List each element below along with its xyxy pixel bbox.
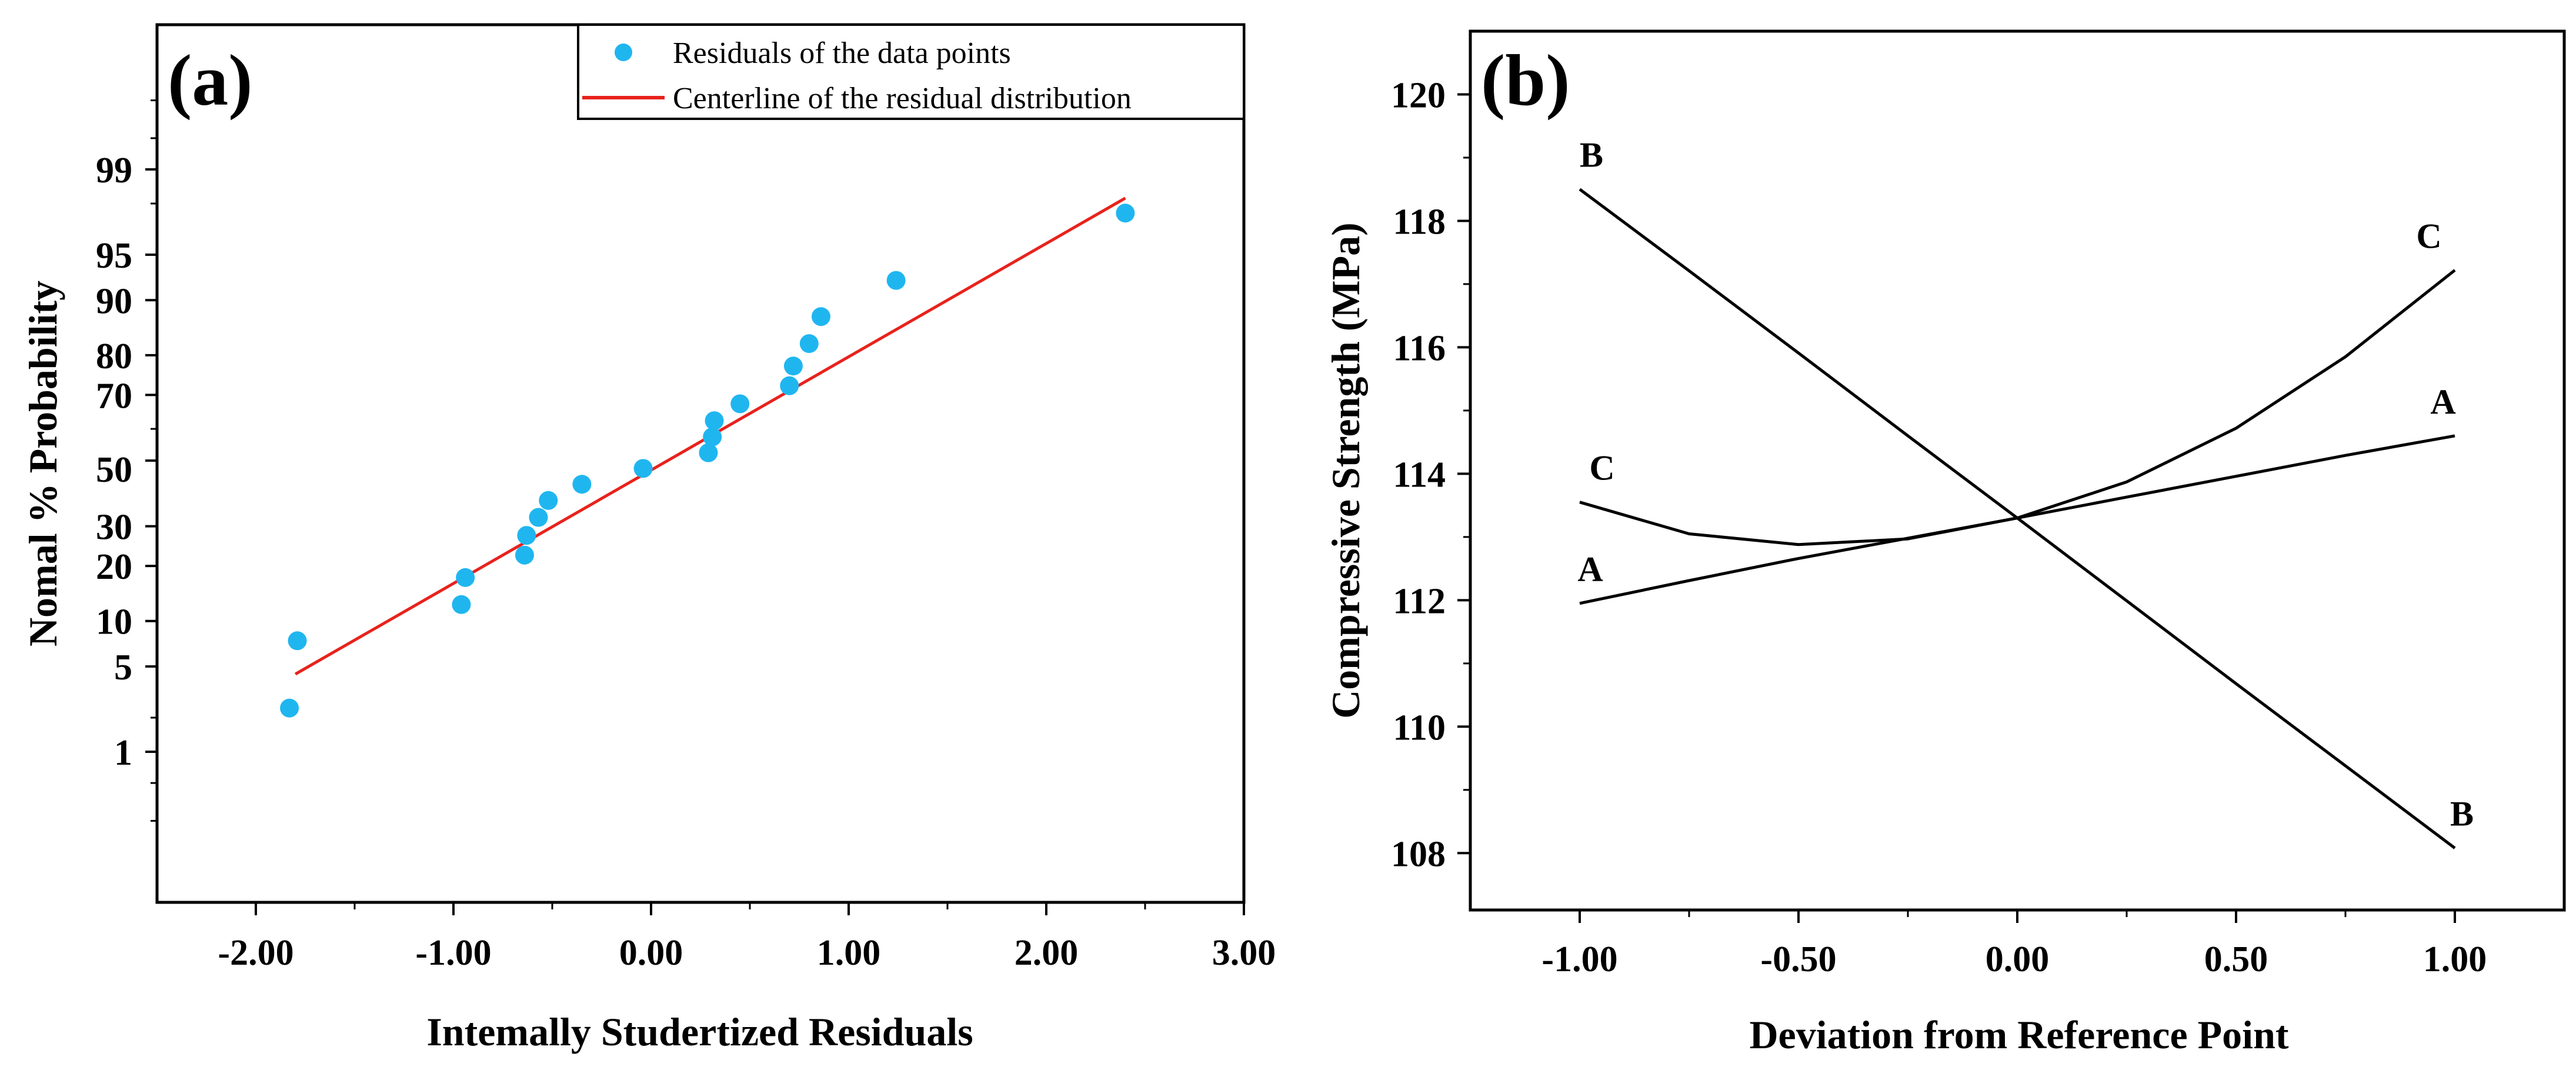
legend-box [577,24,1245,120]
y-tick-label-a: 90 [96,281,132,321]
x-tick-label-a: 0.00 [619,933,683,973]
y-axis-title-a: Nomal % Probability [21,281,65,646]
data-point [705,411,724,431]
panel-label-b: (b) [1481,40,1570,121]
data-point [799,334,819,354]
x-tick-label-a: -1.00 [415,933,491,973]
legend-a: Residuals of the data points Centerline … [577,24,1245,120]
x-tick-label-a: 2.00 [1015,933,1079,973]
series-a [280,196,1135,718]
curve-label-a: A [1577,550,1603,589]
curve-label-a: A [2430,382,2455,421]
curve-labels-b: B B C C A A [1577,136,2474,834]
legend-marker-points [615,44,632,61]
data-point [280,698,299,718]
y-tick-label-a: 10 [96,602,132,642]
y-axis-title-b: Compressive Strength (MPa) [1323,222,1368,719]
y-tick-label-a: 95 [96,236,132,276]
x-tick-label-b: -1.00 [1541,939,1617,979]
y-tick-label-b: 108 [1391,834,1446,874]
data-point [699,443,718,462]
x-tick-label-a: 1.00 [817,933,881,973]
data-point [783,356,803,376]
data-point [886,271,906,290]
y-tick-label-b: 116 [1393,328,1446,368]
data-point [456,568,475,587]
x-tick-label-b: 0.00 [1986,939,2050,979]
trace-line-c [1579,269,2456,546]
y-tick-label-a: 20 [96,547,132,587]
y-tick-label-b: 114 [1393,455,1446,495]
y-tick-label-b: 110 [1393,708,1446,748]
data-point [572,475,592,494]
y-tick-label-a: 99 [96,151,132,191]
y-tick-label-a: 50 [96,450,132,490]
y-tick-label-b: 118 [1393,202,1446,242]
y-axis-b: 108 110 112 114 116 118 120 [1391,75,1470,874]
x-axis-b: -1.00 -0.50 0.00 0.50 1.00 [1541,910,2487,979]
y-tick-label-a: 1 [114,733,132,773]
y-tick-label-a: 30 [96,508,132,548]
data-point [633,459,653,478]
x-tick-label-b: 0.50 [2204,939,2268,979]
data-point [780,376,799,395]
curve-label-b: B [2450,795,2474,834]
x-tick-label-a: 3.00 [1212,933,1276,973]
data-point [452,595,471,614]
y-tick-label-a: 70 [96,376,132,416]
x-axis-title-b: Deviation from Reference Point [1749,1012,2288,1057]
curve-label-b: B [1580,136,1603,175]
data-point [730,394,750,414]
data-point [529,508,548,527]
plot-area-a [155,23,1246,904]
y-tick-label-a: 5 [114,648,132,688]
curve-label-c: C [2416,216,2441,255]
x-axis-title-a: Intemally Studertized Residuals [426,1009,973,1054]
data-point [1116,204,1135,223]
x-tick-label-b: -0.50 [1760,939,1836,979]
y-tick-label-b: 112 [1393,581,1446,621]
compressive-strength-trace-plot: (b) -1.00 -0.50 0.00 0.50 1.00 1081101121141… [1323,29,2566,1057]
legend-label-line: Centerline of the residual distribution [673,82,1132,115]
y-tick-label-b: 120 [1391,75,1446,115]
data-point [517,526,536,545]
curve-label-c: C [1589,449,1614,488]
panel-label-a: (a) [168,40,253,121]
data-point [515,545,534,565]
data-point [703,427,722,446]
legend-label-points: Residuals of the data points [673,36,1011,70]
series-b [1579,188,2456,849]
data-point [288,631,307,651]
plot-area-b [1469,29,2566,912]
data-point [811,307,830,326]
x-axis-a: -2.00 -1.00 0.00 1.00 2.00 3.00 [218,902,1276,973]
x-tick-label-a: -2.00 [218,933,293,973]
x-tick-label-b: 1.00 [2423,939,2487,979]
data-point [539,491,558,510]
y-tick-label-a: 80 [96,336,132,376]
